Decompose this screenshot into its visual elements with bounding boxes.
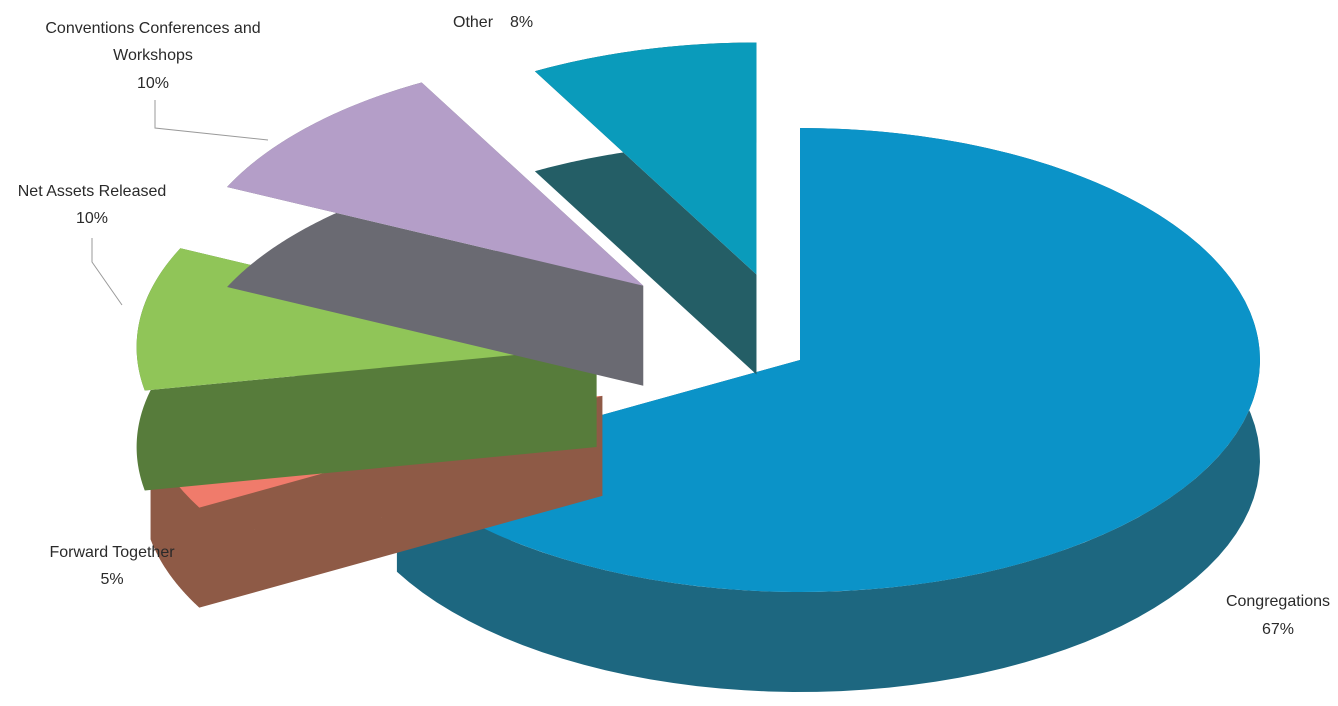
label-forward-together-value: 5% [100,571,123,588]
label-congregations-value: 67% [1262,621,1294,638]
slice-conventions-top [227,82,644,286]
label-conventions-name-1: Conventions Conferences and [45,20,260,37]
slice-other-top [534,42,757,275]
label-conventions-name-2: Workshops [113,47,193,64]
label-congregations-name: Congregations [1226,593,1330,610]
label-conventions-value: 10% [137,75,169,92]
slice-congregations-top [396,128,1260,593]
slice-conventions [227,82,644,386]
leader-line-net-assets [91,238,123,306]
slice-other [534,42,757,375]
leader-line-conventions [154,100,269,141]
label-other: Other [453,14,494,31]
slice-congregations [396,128,1260,692]
label-net-assets-value: 10% [76,210,108,227]
label-forward-together-name: Forward Together [49,544,175,561]
label-net-assets-name: Net Assets Released [18,183,167,200]
label-other-value: 8% [510,14,533,31]
